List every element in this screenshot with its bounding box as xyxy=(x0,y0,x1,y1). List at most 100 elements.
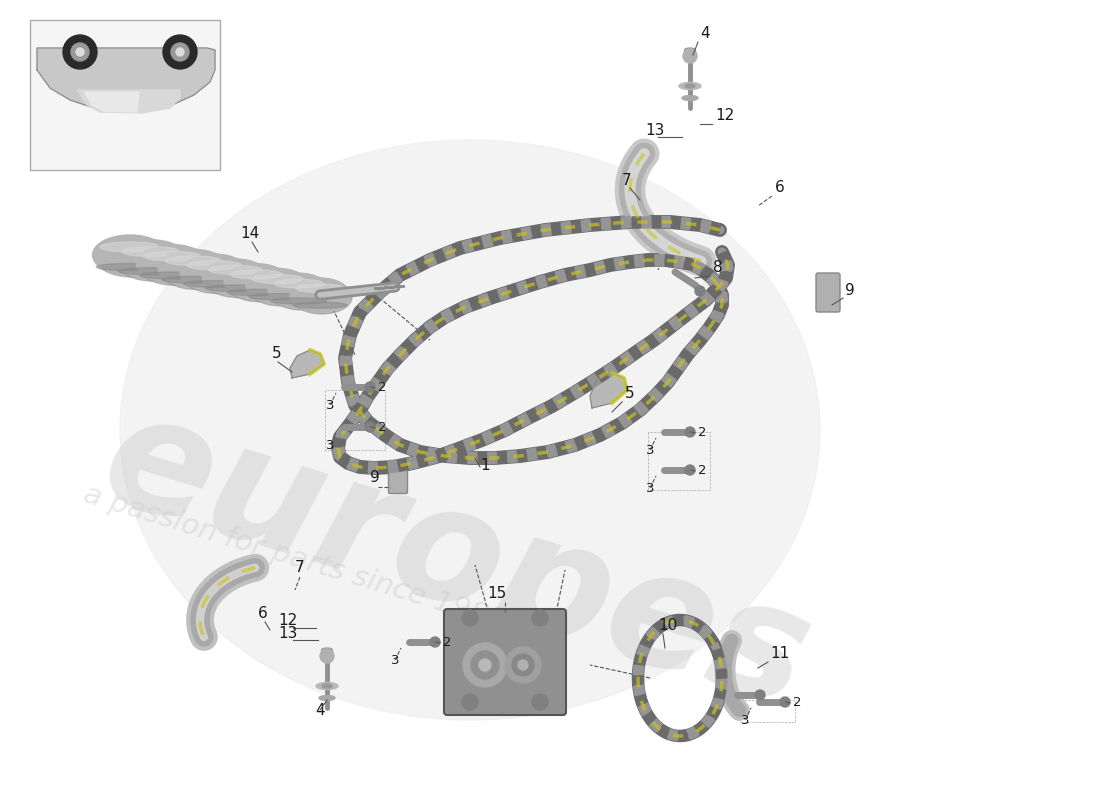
Ellipse shape xyxy=(684,56,695,60)
Circle shape xyxy=(462,694,478,710)
Text: 3: 3 xyxy=(646,444,654,457)
Text: 12: 12 xyxy=(715,108,735,123)
Ellipse shape xyxy=(117,242,190,281)
Circle shape xyxy=(463,643,507,687)
Circle shape xyxy=(72,43,89,61)
Text: 4: 4 xyxy=(315,703,324,718)
Ellipse shape xyxy=(271,298,327,304)
Ellipse shape xyxy=(319,695,336,701)
Ellipse shape xyxy=(118,268,184,274)
Ellipse shape xyxy=(161,251,230,290)
Ellipse shape xyxy=(321,654,332,658)
Text: 3: 3 xyxy=(741,714,749,727)
Circle shape xyxy=(176,48,184,56)
Circle shape xyxy=(478,659,491,671)
Text: 2: 2 xyxy=(698,426,706,439)
Circle shape xyxy=(685,427,695,437)
Text: 7: 7 xyxy=(295,560,305,575)
Ellipse shape xyxy=(321,656,332,660)
Ellipse shape xyxy=(136,245,208,283)
Ellipse shape xyxy=(120,140,820,720)
Circle shape xyxy=(505,647,541,683)
Circle shape xyxy=(685,465,695,475)
Ellipse shape xyxy=(231,270,283,279)
Ellipse shape xyxy=(290,278,350,312)
FancyBboxPatch shape xyxy=(388,461,407,494)
Polygon shape xyxy=(84,92,139,112)
Circle shape xyxy=(63,35,97,69)
Circle shape xyxy=(471,651,499,679)
Ellipse shape xyxy=(321,648,332,652)
Text: 6: 6 xyxy=(776,180,784,195)
Polygon shape xyxy=(290,350,324,378)
Circle shape xyxy=(430,637,440,647)
Text: 11: 11 xyxy=(770,646,790,661)
Circle shape xyxy=(76,48,84,56)
Ellipse shape xyxy=(293,302,346,308)
Ellipse shape xyxy=(202,259,268,295)
Circle shape xyxy=(532,694,548,710)
Ellipse shape xyxy=(183,256,251,294)
Text: 12: 12 xyxy=(278,613,297,628)
Text: 3: 3 xyxy=(326,399,334,412)
Ellipse shape xyxy=(246,269,309,304)
Ellipse shape xyxy=(322,684,332,688)
Circle shape xyxy=(683,49,697,63)
Text: 13: 13 xyxy=(278,626,297,641)
Text: a passion for parts since 1985: a passion for parts since 1985 xyxy=(80,481,509,636)
Ellipse shape xyxy=(114,240,188,279)
Ellipse shape xyxy=(144,251,201,261)
Ellipse shape xyxy=(274,279,323,288)
Text: 2: 2 xyxy=(793,696,802,709)
Ellipse shape xyxy=(252,274,304,283)
Ellipse shape xyxy=(180,254,249,291)
Ellipse shape xyxy=(227,266,292,302)
Circle shape xyxy=(365,382,375,392)
Text: 13: 13 xyxy=(645,123,664,138)
Circle shape xyxy=(365,422,375,432)
Ellipse shape xyxy=(684,48,695,52)
Ellipse shape xyxy=(100,242,160,252)
Text: 2: 2 xyxy=(378,421,386,434)
Text: 15: 15 xyxy=(487,586,506,601)
Ellipse shape xyxy=(684,52,695,56)
Ellipse shape xyxy=(682,95,698,101)
Circle shape xyxy=(755,690,764,700)
Text: 3: 3 xyxy=(390,654,399,667)
Text: 10: 10 xyxy=(658,618,678,633)
Ellipse shape xyxy=(184,281,245,287)
Ellipse shape xyxy=(228,290,286,296)
Polygon shape xyxy=(590,373,627,408)
Ellipse shape xyxy=(684,54,695,58)
Ellipse shape xyxy=(685,84,695,88)
Text: 5: 5 xyxy=(625,386,635,401)
Ellipse shape xyxy=(249,270,311,306)
Ellipse shape xyxy=(92,235,167,275)
Ellipse shape xyxy=(140,272,205,279)
Ellipse shape xyxy=(205,261,271,298)
Ellipse shape xyxy=(209,266,262,274)
Ellipse shape xyxy=(268,274,330,308)
Circle shape xyxy=(163,35,197,69)
Ellipse shape xyxy=(97,263,164,270)
Ellipse shape xyxy=(250,294,306,300)
Polygon shape xyxy=(77,90,180,113)
Text: 2: 2 xyxy=(443,636,451,649)
Ellipse shape xyxy=(224,264,289,300)
Text: 2: 2 xyxy=(698,464,706,477)
Ellipse shape xyxy=(321,650,332,654)
Text: 9: 9 xyxy=(845,283,855,298)
Circle shape xyxy=(462,610,478,626)
Text: europes: europes xyxy=(85,379,827,741)
Circle shape xyxy=(695,286,705,296)
Text: 5: 5 xyxy=(272,346,282,361)
Circle shape xyxy=(780,697,790,707)
Text: 1: 1 xyxy=(480,458,490,473)
Text: 2: 2 xyxy=(378,381,386,394)
Ellipse shape xyxy=(206,285,265,291)
Text: 14: 14 xyxy=(240,226,260,241)
Polygon shape xyxy=(37,48,214,112)
Circle shape xyxy=(532,610,548,626)
Ellipse shape xyxy=(95,237,169,277)
Ellipse shape xyxy=(139,246,210,286)
